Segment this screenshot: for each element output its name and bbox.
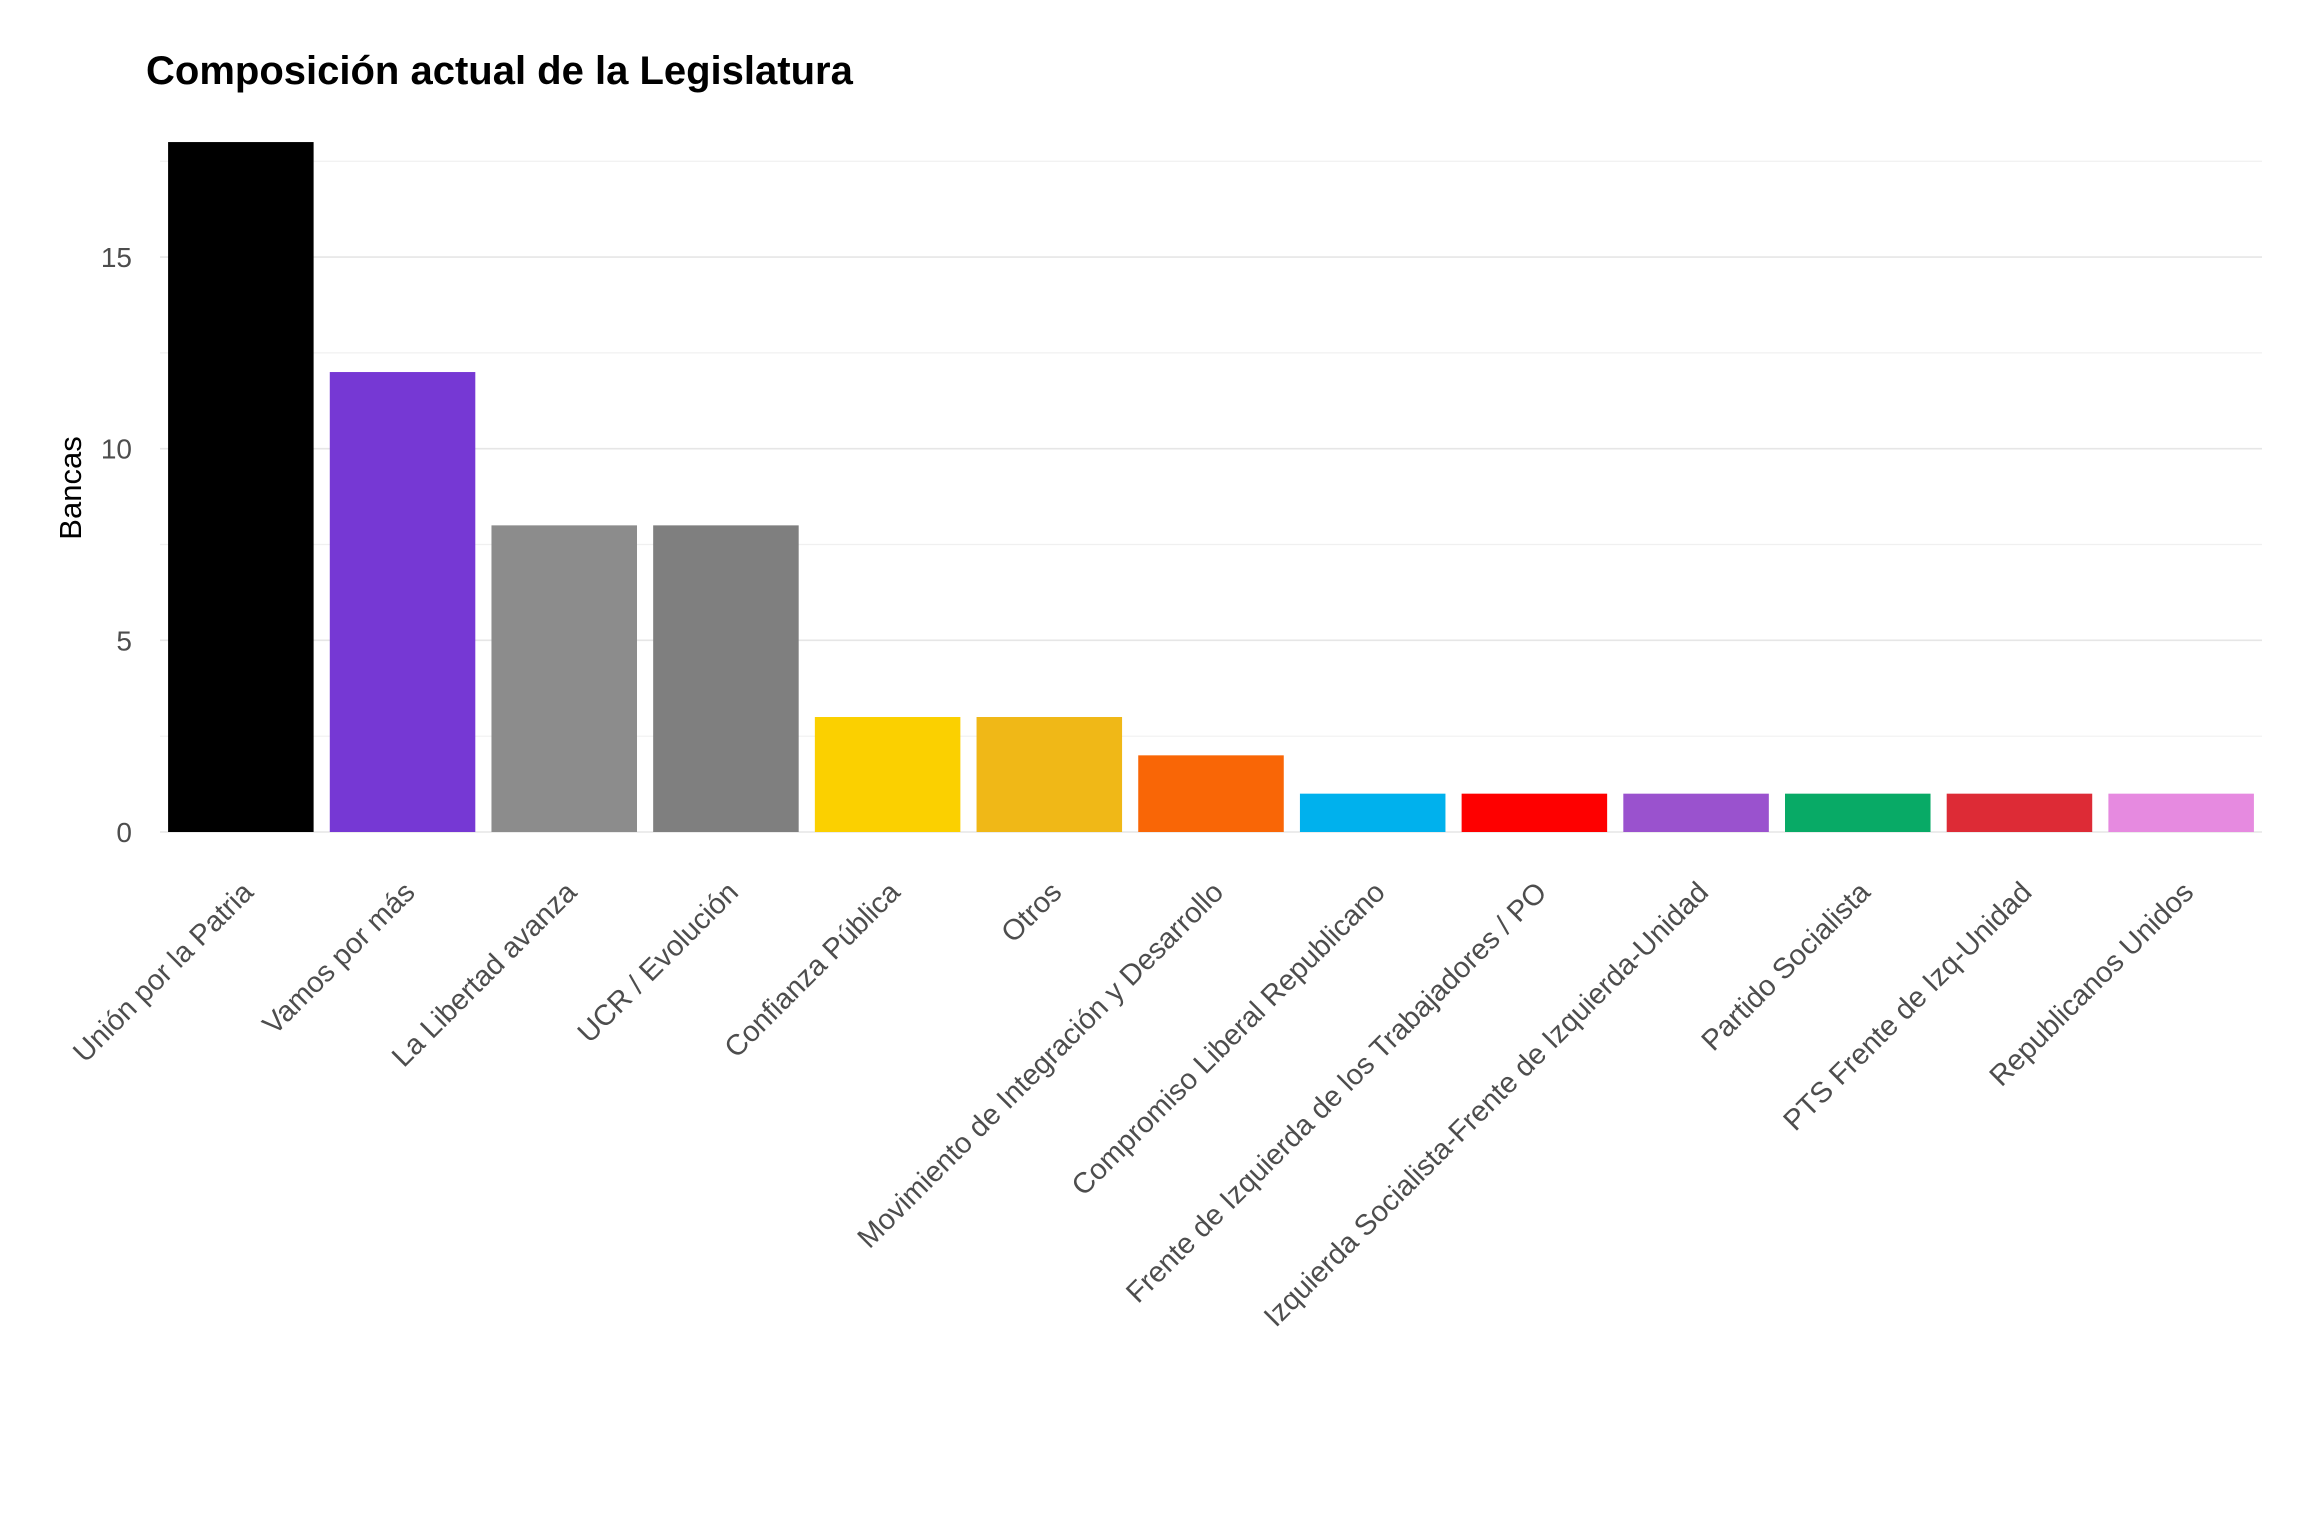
x-tick-label: La Libertad avanza (386, 876, 584, 1074)
x-tick-label: Otros (995, 876, 1068, 949)
bar (1461, 793, 1608, 832)
bar (1946, 793, 2093, 832)
x-tick-label: Vamos por más (257, 876, 422, 1041)
bar (491, 525, 637, 832)
y-axis-ticks: 0 5 10 15 (101, 242, 132, 848)
bar (1785, 793, 1931, 832)
bar (814, 717, 961, 832)
x-tick-label: UCR / Evolución (572, 876, 745, 1049)
bar (1299, 793, 1446, 832)
x-tick-label: Compromiso Liberal Republicano (1066, 876, 1392, 1202)
chart-title: Composición actual de la Legislatura (146, 49, 854, 93)
bar (329, 372, 476, 832)
bar (168, 142, 314, 832)
y-tick-label: 15 (101, 242, 132, 273)
bars (168, 142, 2254, 832)
bar (1138, 755, 1284, 832)
x-tick-label: Confianza Pública (719, 876, 908, 1065)
bar (653, 525, 799, 832)
bar (976, 717, 1123, 832)
x-tick-label: Partido Socialista (1696, 876, 1878, 1058)
bar (1623, 793, 1769, 832)
y-tick-label: 0 (116, 817, 132, 848)
bar (2108, 793, 2254, 832)
y-tick-label: 10 (101, 434, 132, 465)
y-axis-title: Bancas (53, 436, 88, 539)
y-tick-label: 5 (116, 625, 132, 656)
x-tick-label: Unión por la Patria (67, 876, 260, 1069)
x-tick-label: Movimiento de Integración y Desarrollo (852, 876, 1230, 1254)
